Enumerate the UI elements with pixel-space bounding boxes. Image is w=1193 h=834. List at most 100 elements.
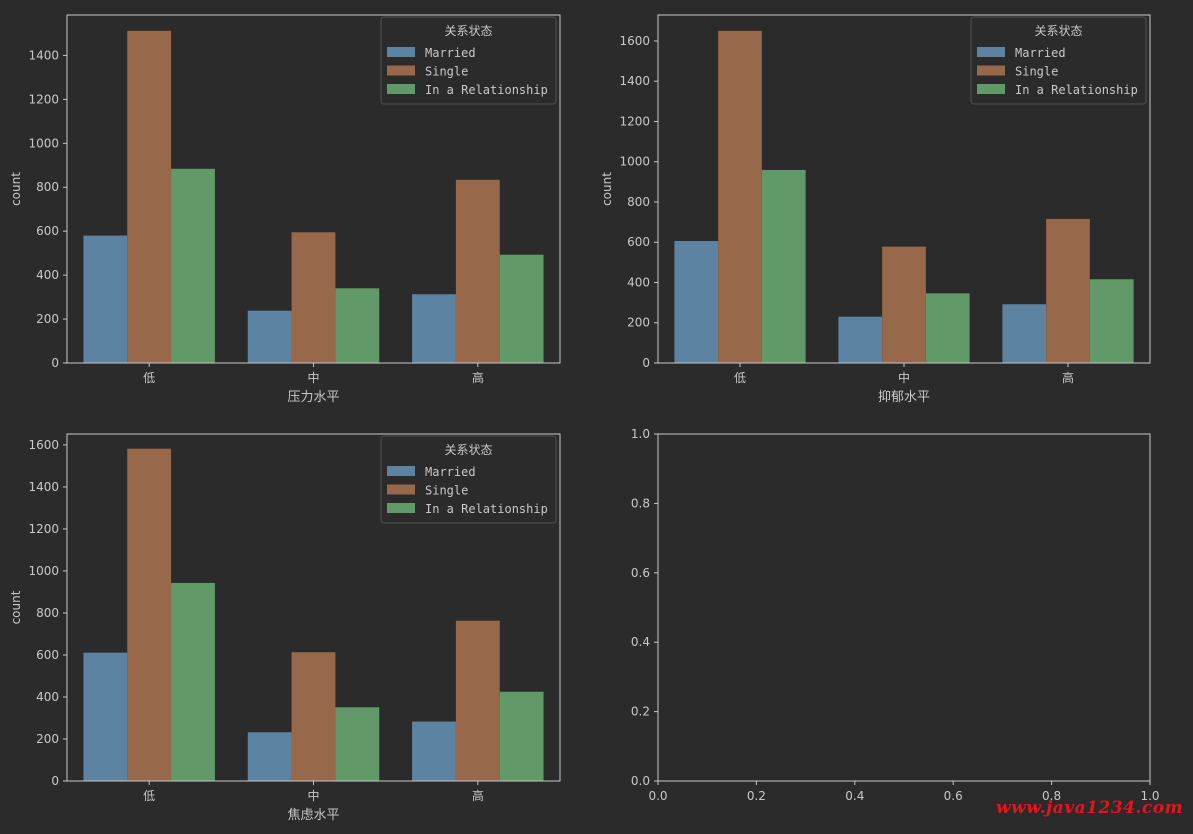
bar-single-中 — [291, 652, 336, 781]
y-tick-label: 0.4 — [631, 635, 650, 649]
y-tick-label: 1200 — [28, 92, 59, 106]
legend-swatch-married — [977, 47, 1005, 57]
y-tick-label: 1400 — [619, 74, 650, 88]
bar-in-a-relationship-高 — [499, 691, 544, 781]
bar-in-a-relationship-高 — [1089, 279, 1134, 363]
y-tick-label: 400 — [36, 690, 59, 704]
y-tick-label: 0.0 — [631, 774, 650, 788]
x-tick-label: 高 — [1062, 370, 1074, 385]
x-axis-label: 压力水平 — [287, 390, 339, 405]
legend-title: 关系状态 — [1034, 24, 1082, 38]
x-tick-label: 高 — [472, 370, 484, 385]
y-tick-label: 400 — [627, 275, 650, 289]
x-tick-label: 中 — [307, 370, 319, 385]
x-tick-label: 高 — [472, 788, 484, 803]
bar-in-a-relationship-高 — [499, 254, 544, 363]
bar-married-低 — [83, 235, 128, 363]
bar-in-a-relationship-低 — [761, 169, 806, 363]
x-tick-label: 0.4 — [845, 789, 864, 803]
y-tick-label: 800 — [627, 195, 650, 209]
bar-single-高 — [1046, 218, 1090, 363]
legend-title: 关系状态 — [444, 24, 492, 38]
bar-in-a-relationship-中 — [925, 293, 970, 363]
legend-box — [970, 16, 1147, 105]
y-tick-label: 1200 — [28, 522, 59, 536]
x-tick-label: 0.2 — [747, 789, 766, 803]
y-tick-label: 200 — [36, 312, 59, 326]
y-tick-label: 600 — [627, 235, 650, 249]
x-axis-label: 抑郁水平 — [878, 390, 930, 405]
bar-single-高 — [455, 179, 500, 363]
legend-swatch-single — [387, 65, 415, 76]
watermark-text: www.java1234.com — [996, 798, 1184, 818]
bar-single-中 — [291, 232, 336, 363]
bar-in-a-relationship-低 — [171, 582, 215, 781]
bar-in-a-relationship-中 — [335, 707, 380, 781]
y-tick-label: 0 — [51, 356, 59, 370]
y-tick-label: 600 — [36, 224, 59, 238]
x-tick-label: 低 — [734, 371, 746, 385]
legend-label: Single — [1015, 65, 1058, 79]
bar-married-低 — [674, 241, 719, 363]
bar-single-高 — [455, 620, 500, 781]
bar-single-低 — [127, 448, 172, 781]
legend-swatch-married — [387, 466, 415, 476]
y-axis-label: count — [600, 172, 614, 206]
x-tick-label: 0.0 — [648, 789, 667, 803]
y-tick-label: 1000 — [619, 155, 650, 169]
legend-label: In a Relationship — [425, 502, 548, 516]
bar-married-中 — [247, 310, 292, 363]
legend: 关系状态 Married Single In a Relationship — [380, 435, 557, 524]
legend-box — [380, 16, 557, 105]
y-tick-label: 200 — [627, 316, 650, 330]
legend-label: Single — [425, 484, 468, 498]
x-tick-label: 低 — [143, 371, 155, 385]
bar-married-中 — [247, 732, 292, 781]
y-tick-label: 1.0 — [631, 427, 650, 441]
bar-married-高 — [412, 294, 456, 363]
legend-swatch-single — [977, 65, 1005, 76]
y-axis-label: count — [9, 172, 23, 206]
legend-swatch-in-a-relationship — [387, 84, 415, 94]
y-tick-label: 0.8 — [631, 496, 650, 510]
axes-frame — [66, 433, 561, 782]
y-tick-label: 1600 — [28, 438, 59, 452]
bar-married-高 — [1002, 304, 1047, 363]
y-tick-label: 1000 — [28, 564, 59, 578]
y-tick-label: 1400 — [28, 48, 59, 62]
legend-label: Married — [425, 465, 476, 479]
legend-swatch-single — [387, 484, 415, 495]
x-tick-label: 0.8 — [1042, 789, 1061, 803]
x-tick-label: 中 — [898, 370, 910, 385]
subplot-4: 0.0 0.2 0.4 0.6 0.8 1.0 0.0 0.2 0.4 0.6 0.8 1.0 — [631, 427, 1160, 803]
legend-swatch-in-a-relationship — [387, 503, 415, 513]
y-tick-label: 600 — [36, 648, 59, 662]
y-tick-label: 200 — [36, 732, 59, 746]
bar-married-高 — [412, 721, 456, 781]
y-tick-label: 0 — [642, 356, 650, 370]
y-tick-label: 1200 — [619, 114, 650, 128]
legend-label: In a Relationship — [1015, 83, 1138, 97]
y-tick-label: 1000 — [28, 136, 59, 150]
bar-single-中 — [882, 246, 926, 363]
legend: 关系状态 Married Single In a Relationship — [380, 16, 557, 105]
legend-label: Married — [425, 46, 476, 60]
legend-label: Single — [425, 65, 468, 79]
bar-single-低 — [718, 30, 762, 364]
axes-frame — [66, 14, 561, 364]
y-axis-label: count — [9, 590, 23, 624]
y-tick-label: 400 — [36, 268, 59, 282]
y-tick-label: 1600 — [619, 34, 650, 48]
bar-single-低 — [127, 30, 172, 363]
legend-label: Married — [1015, 46, 1066, 60]
y-tick-label: 0 — [51, 774, 59, 788]
x-tick-label: 低 — [143, 789, 155, 803]
legend-swatch-in-a-relationship — [977, 84, 1005, 94]
y-tick-label: 800 — [36, 606, 59, 620]
y-tick-label: 0.2 — [631, 705, 650, 719]
y-tick-label: 0.6 — [631, 566, 650, 580]
